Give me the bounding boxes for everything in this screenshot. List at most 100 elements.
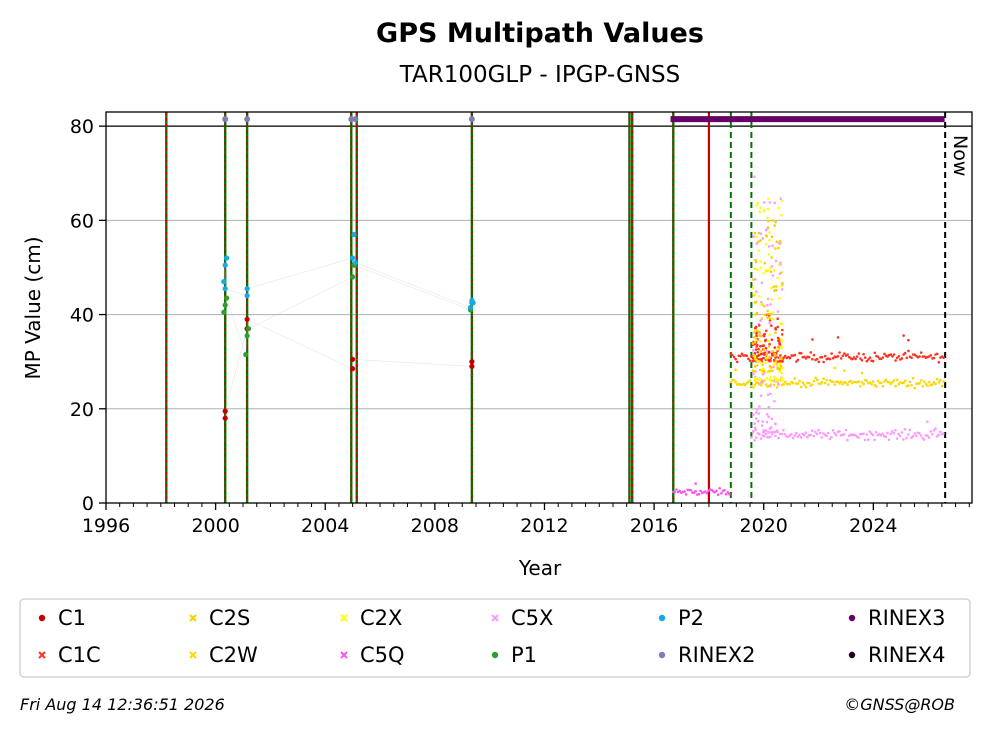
data-point-C2S xyxy=(769,312,773,316)
data-point-C2X xyxy=(768,238,771,242)
data-point-C2X xyxy=(753,355,757,359)
legend-marker-C5Q xyxy=(340,651,348,659)
data-point-C2X xyxy=(774,361,777,364)
data-point-C2S xyxy=(776,367,779,371)
data-point-C2X xyxy=(751,286,755,290)
data-point-C1C xyxy=(935,352,939,356)
data-point-C2X xyxy=(766,355,769,359)
data-point-C2W xyxy=(879,381,883,385)
data-point-C2W xyxy=(812,379,816,383)
data-point-C5X xyxy=(772,365,775,369)
data-point-C2S xyxy=(778,356,782,360)
data-point-C2W xyxy=(939,378,942,382)
data-point-C5Q xyxy=(720,492,723,495)
data-point-C2X xyxy=(769,375,772,379)
data-point-C2X xyxy=(769,286,773,290)
data-point-C2S xyxy=(760,317,764,320)
data-point-C5X xyxy=(780,432,784,436)
data-point-C5X xyxy=(776,382,780,386)
data-point-C5X xyxy=(799,436,803,439)
data-point-C1C xyxy=(881,356,885,359)
data-point-C5X xyxy=(783,433,787,436)
legend-x-stroke xyxy=(340,651,348,659)
data-point-C2W xyxy=(807,381,811,385)
legend-marker-RINEX3 xyxy=(848,614,856,622)
data-point-C5X xyxy=(765,420,769,424)
data-point-C2W xyxy=(791,381,795,385)
data-point-C2X xyxy=(771,317,775,321)
x-tick-label: 2008 xyxy=(411,515,459,537)
data-point-C5Q xyxy=(718,487,721,490)
data-point-C5X xyxy=(753,422,756,426)
data-point-C1C xyxy=(892,353,896,356)
data-point-C5X xyxy=(760,281,764,285)
data-point-C5X xyxy=(751,349,755,352)
data-point-C5X xyxy=(754,290,758,293)
data-point-C1C xyxy=(860,359,864,362)
data-point-C1C xyxy=(770,338,774,342)
data-point-C5X xyxy=(791,436,795,440)
y-tick-label: 80 xyxy=(70,116,94,138)
data-point-C2S xyxy=(769,270,773,274)
data-point-C5X xyxy=(776,310,780,313)
data-point-C2W xyxy=(926,384,929,388)
data-point-C5X xyxy=(790,432,793,436)
data-point-C2W xyxy=(831,380,835,384)
data-point-C5X xyxy=(929,430,932,433)
data-point-C1C xyxy=(807,356,811,359)
data-point-C5X xyxy=(766,297,770,301)
data-point-C2X xyxy=(780,376,783,380)
data-point-C1C xyxy=(755,332,758,335)
data-point-C5X xyxy=(764,429,768,432)
data-point-C1C xyxy=(793,353,797,357)
data-point-C2S xyxy=(753,331,756,334)
data-point-C5Q xyxy=(678,489,681,493)
data-point-C2W xyxy=(919,379,923,382)
legend-x-stroke xyxy=(340,614,348,622)
data-point-C2W xyxy=(871,380,875,383)
legend-marker-P1 xyxy=(491,651,499,659)
data-point-C5Q xyxy=(673,490,677,494)
data-point-C2S xyxy=(753,336,756,339)
data-point-C2S xyxy=(759,350,762,353)
data-point-C1C xyxy=(846,353,849,356)
legend-marker-P2 xyxy=(658,614,666,622)
data-point-C5X xyxy=(773,201,776,205)
x-tick-label: 2004 xyxy=(301,515,349,537)
data-point-C5X xyxy=(758,432,761,436)
data-point-C5Q xyxy=(723,488,726,492)
data-point-C2S xyxy=(766,316,770,320)
data-point-C2W xyxy=(903,379,907,383)
data-point-C1C xyxy=(929,354,933,357)
data-point-C5X xyxy=(798,433,801,437)
data-point-C5X xyxy=(767,245,771,248)
data-point-C1 xyxy=(469,359,475,365)
data-point-C5X xyxy=(759,394,763,398)
data-point-C2X xyxy=(760,371,764,374)
data-point-C5X xyxy=(895,437,899,440)
data-point-C2W xyxy=(897,382,901,386)
data-point-C2S xyxy=(775,288,778,292)
data-point-C2W xyxy=(798,379,801,383)
data-point-C5X xyxy=(873,438,876,442)
data-point-C2W xyxy=(811,383,814,386)
data-point-C2S xyxy=(759,239,762,242)
data-point-C2W xyxy=(796,382,800,386)
data-point-C1C xyxy=(823,354,827,358)
data-point-C5X xyxy=(817,428,820,432)
data-point-C2S xyxy=(771,219,775,222)
data-point-P1 xyxy=(350,274,356,280)
data-point-C1C xyxy=(745,354,749,358)
data-point-C2S xyxy=(754,258,757,262)
data-point-C2X xyxy=(768,231,771,234)
data-point-C1C xyxy=(750,354,753,358)
data-point-C5X xyxy=(768,201,772,204)
data-point-C1C xyxy=(780,360,783,363)
data-point-C2X xyxy=(758,361,762,364)
data-point-C5X xyxy=(767,405,770,409)
data-point-C5X xyxy=(753,439,756,442)
x-tick-label: 2024 xyxy=(849,515,897,537)
data-point-C1C xyxy=(907,349,910,353)
data-point-C1C xyxy=(774,327,777,330)
data-point-C5Q xyxy=(683,490,686,493)
